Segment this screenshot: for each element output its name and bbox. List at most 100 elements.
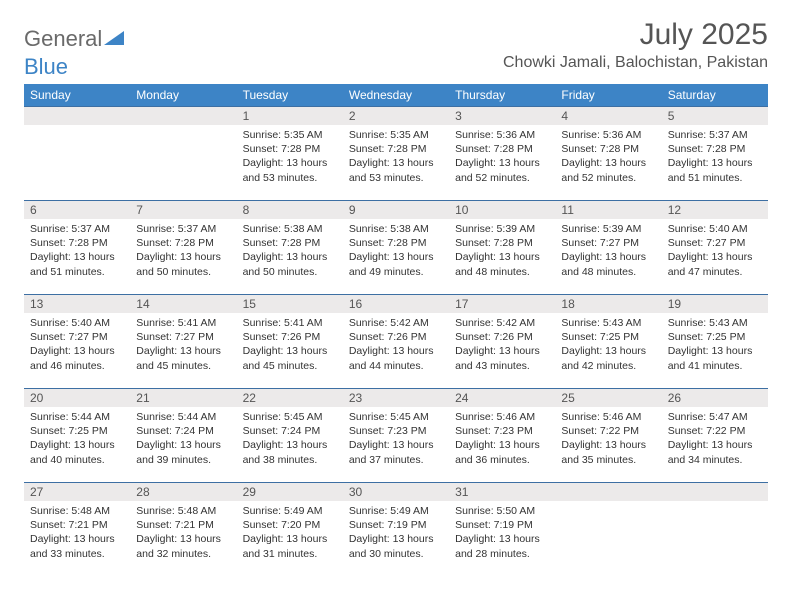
day-content: Sunrise: 5:39 AMSunset: 7:28 PMDaylight:… (449, 219, 555, 281)
day-content (662, 501, 768, 506)
day-number: 22 (237, 388, 343, 407)
day-content: Sunrise: 5:37 AMSunset: 7:28 PMDaylight:… (130, 219, 236, 281)
calendar-cell: 16Sunrise: 5:42 AMSunset: 7:26 PMDayligh… (343, 294, 449, 388)
col-saturday: Saturday (662, 84, 768, 106)
day-number: 29 (237, 482, 343, 501)
day-number: 4 (555, 106, 661, 125)
logo-triangle-icon (104, 31, 124, 47)
day-content (24, 125, 130, 130)
day-number (662, 482, 768, 501)
calendar-cell: 24Sunrise: 5:46 AMSunset: 7:23 PMDayligh… (449, 388, 555, 482)
calendar-cell (555, 482, 661, 576)
day-number: 12 (662, 200, 768, 219)
day-number (24, 106, 130, 125)
day-number: 6 (24, 200, 130, 219)
day-content: Sunrise: 5:38 AMSunset: 7:28 PMDaylight:… (343, 219, 449, 281)
day-content: Sunrise: 5:44 AMSunset: 7:24 PMDaylight:… (130, 407, 236, 469)
col-sunday: Sunday (24, 84, 130, 106)
col-thursday: Thursday (449, 84, 555, 106)
day-number: 11 (555, 200, 661, 219)
day-content: Sunrise: 5:46 AMSunset: 7:23 PMDaylight:… (449, 407, 555, 469)
col-monday: Monday (130, 84, 236, 106)
calendar-cell: 27Sunrise: 5:48 AMSunset: 7:21 PMDayligh… (24, 482, 130, 576)
day-content: Sunrise: 5:43 AMSunset: 7:25 PMDaylight:… (662, 313, 768, 375)
calendar-body: 1Sunrise: 5:35 AMSunset: 7:28 PMDaylight… (24, 106, 768, 576)
day-number: 26 (662, 388, 768, 407)
calendar-table: Sunday Monday Tuesday Wednesday Thursday… (24, 84, 768, 576)
day-content: Sunrise: 5:41 AMSunset: 7:27 PMDaylight:… (130, 313, 236, 375)
logo-text-2: Blue (24, 54, 768, 80)
calendar-cell: 22Sunrise: 5:45 AMSunset: 7:24 PMDayligh… (237, 388, 343, 482)
calendar-cell: 1Sunrise: 5:35 AMSunset: 7:28 PMDaylight… (237, 106, 343, 200)
calendar-cell: 19Sunrise: 5:43 AMSunset: 7:25 PMDayligh… (662, 294, 768, 388)
day-number (130, 106, 236, 125)
day-content: Sunrise: 5:43 AMSunset: 7:25 PMDaylight:… (555, 313, 661, 375)
day-content: Sunrise: 5:42 AMSunset: 7:26 PMDaylight:… (343, 313, 449, 375)
calendar-cell: 20Sunrise: 5:44 AMSunset: 7:25 PMDayligh… (24, 388, 130, 482)
day-content: Sunrise: 5:50 AMSunset: 7:19 PMDaylight:… (449, 501, 555, 563)
day-content: Sunrise: 5:40 AMSunset: 7:27 PMDaylight:… (24, 313, 130, 375)
day-content: Sunrise: 5:38 AMSunset: 7:28 PMDaylight:… (237, 219, 343, 281)
day-number: 24 (449, 388, 555, 407)
day-number: 23 (343, 388, 449, 407)
day-content: Sunrise: 5:49 AMSunset: 7:19 PMDaylight:… (343, 501, 449, 563)
day-content: Sunrise: 5:45 AMSunset: 7:23 PMDaylight:… (343, 407, 449, 469)
calendar-week: 20Sunrise: 5:44 AMSunset: 7:25 PMDayligh… (24, 388, 768, 482)
calendar-cell: 9Sunrise: 5:38 AMSunset: 7:28 PMDaylight… (343, 200, 449, 294)
day-number: 9 (343, 200, 449, 219)
day-content: Sunrise: 5:37 AMSunset: 7:28 PMDaylight:… (24, 219, 130, 281)
calendar-week: 13Sunrise: 5:40 AMSunset: 7:27 PMDayligh… (24, 294, 768, 388)
day-number: 1 (237, 106, 343, 125)
calendar-cell: 30Sunrise: 5:49 AMSunset: 7:19 PMDayligh… (343, 482, 449, 576)
calendar-cell: 26Sunrise: 5:47 AMSunset: 7:22 PMDayligh… (662, 388, 768, 482)
day-content: Sunrise: 5:46 AMSunset: 7:22 PMDaylight:… (555, 407, 661, 469)
day-content: Sunrise: 5:44 AMSunset: 7:25 PMDaylight:… (24, 407, 130, 469)
day-content (555, 501, 661, 506)
day-content: Sunrise: 5:39 AMSunset: 7:27 PMDaylight:… (555, 219, 661, 281)
day-number: 3 (449, 106, 555, 125)
calendar-cell: 25Sunrise: 5:46 AMSunset: 7:22 PMDayligh… (555, 388, 661, 482)
day-content: Sunrise: 5:36 AMSunset: 7:28 PMDaylight:… (449, 125, 555, 187)
calendar-cell: 31Sunrise: 5:50 AMSunset: 7:19 PMDayligh… (449, 482, 555, 576)
day-number: 31 (449, 482, 555, 501)
calendar-cell: 14Sunrise: 5:41 AMSunset: 7:27 PMDayligh… (130, 294, 236, 388)
day-number (555, 482, 661, 501)
day-number: 18 (555, 294, 661, 313)
day-content: Sunrise: 5:35 AMSunset: 7:28 PMDaylight:… (343, 125, 449, 187)
month-title: July 2025 (503, 18, 768, 52)
col-friday: Friday (555, 84, 661, 106)
day-number: 30 (343, 482, 449, 501)
day-content: Sunrise: 5:41 AMSunset: 7:26 PMDaylight:… (237, 313, 343, 375)
day-number: 19 (662, 294, 768, 313)
day-content: Sunrise: 5:49 AMSunset: 7:20 PMDaylight:… (237, 501, 343, 563)
calendar-cell: 8Sunrise: 5:38 AMSunset: 7:28 PMDaylight… (237, 200, 343, 294)
calendar-cell (24, 106, 130, 200)
calendar-cell: 12Sunrise: 5:40 AMSunset: 7:27 PMDayligh… (662, 200, 768, 294)
day-number: 21 (130, 388, 236, 407)
day-number: 13 (24, 294, 130, 313)
calendar-cell: 6Sunrise: 5:37 AMSunset: 7:28 PMDaylight… (24, 200, 130, 294)
calendar-cell (662, 482, 768, 576)
calendar-cell: 21Sunrise: 5:44 AMSunset: 7:24 PMDayligh… (130, 388, 236, 482)
day-number: 16 (343, 294, 449, 313)
day-number: 15 (237, 294, 343, 313)
calendar-cell: 3Sunrise: 5:36 AMSunset: 7:28 PMDaylight… (449, 106, 555, 200)
day-content: Sunrise: 5:35 AMSunset: 7:28 PMDaylight:… (237, 125, 343, 187)
day-content: Sunrise: 5:48 AMSunset: 7:21 PMDaylight:… (24, 501, 130, 563)
calendar-cell: 29Sunrise: 5:49 AMSunset: 7:20 PMDayligh… (237, 482, 343, 576)
day-content: Sunrise: 5:45 AMSunset: 7:24 PMDaylight:… (237, 407, 343, 469)
day-content: Sunrise: 5:36 AMSunset: 7:28 PMDaylight:… (555, 125, 661, 187)
day-content: Sunrise: 5:48 AMSunset: 7:21 PMDaylight:… (130, 501, 236, 563)
day-content (130, 125, 236, 130)
day-number: 14 (130, 294, 236, 313)
calendar-cell: 15Sunrise: 5:41 AMSunset: 7:26 PMDayligh… (237, 294, 343, 388)
calendar-week: 1Sunrise: 5:35 AMSunset: 7:28 PMDaylight… (24, 106, 768, 200)
calendar-cell: 7Sunrise: 5:37 AMSunset: 7:28 PMDaylight… (130, 200, 236, 294)
day-number: 2 (343, 106, 449, 125)
day-number: 27 (24, 482, 130, 501)
calendar-cell (130, 106, 236, 200)
logo-text-1: General (24, 26, 102, 52)
day-content: Sunrise: 5:42 AMSunset: 7:26 PMDaylight:… (449, 313, 555, 375)
calendar-cell: 17Sunrise: 5:42 AMSunset: 7:26 PMDayligh… (449, 294, 555, 388)
calendar-cell: 11Sunrise: 5:39 AMSunset: 7:27 PMDayligh… (555, 200, 661, 294)
